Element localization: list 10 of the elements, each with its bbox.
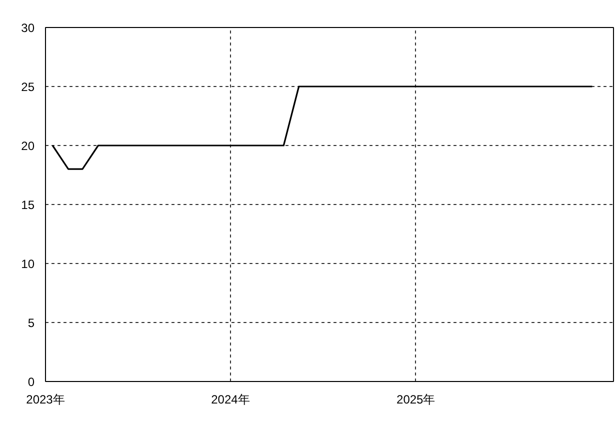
y-tick-label: 15 [21,198,35,212]
y-tick-label: 20 [21,139,35,153]
x-tick-label: 2025年 [396,392,436,406]
x-tick-label: 2023年 [26,392,65,406]
y-tick-label: 0 [28,375,35,389]
y-tick-label: 25 [21,80,35,94]
y-tick-label: 30 [21,21,35,35]
y-tick-label: 5 [28,316,35,330]
y-tick-label: 10 [21,257,35,271]
x-tick-label: 2024年 [211,392,250,406]
